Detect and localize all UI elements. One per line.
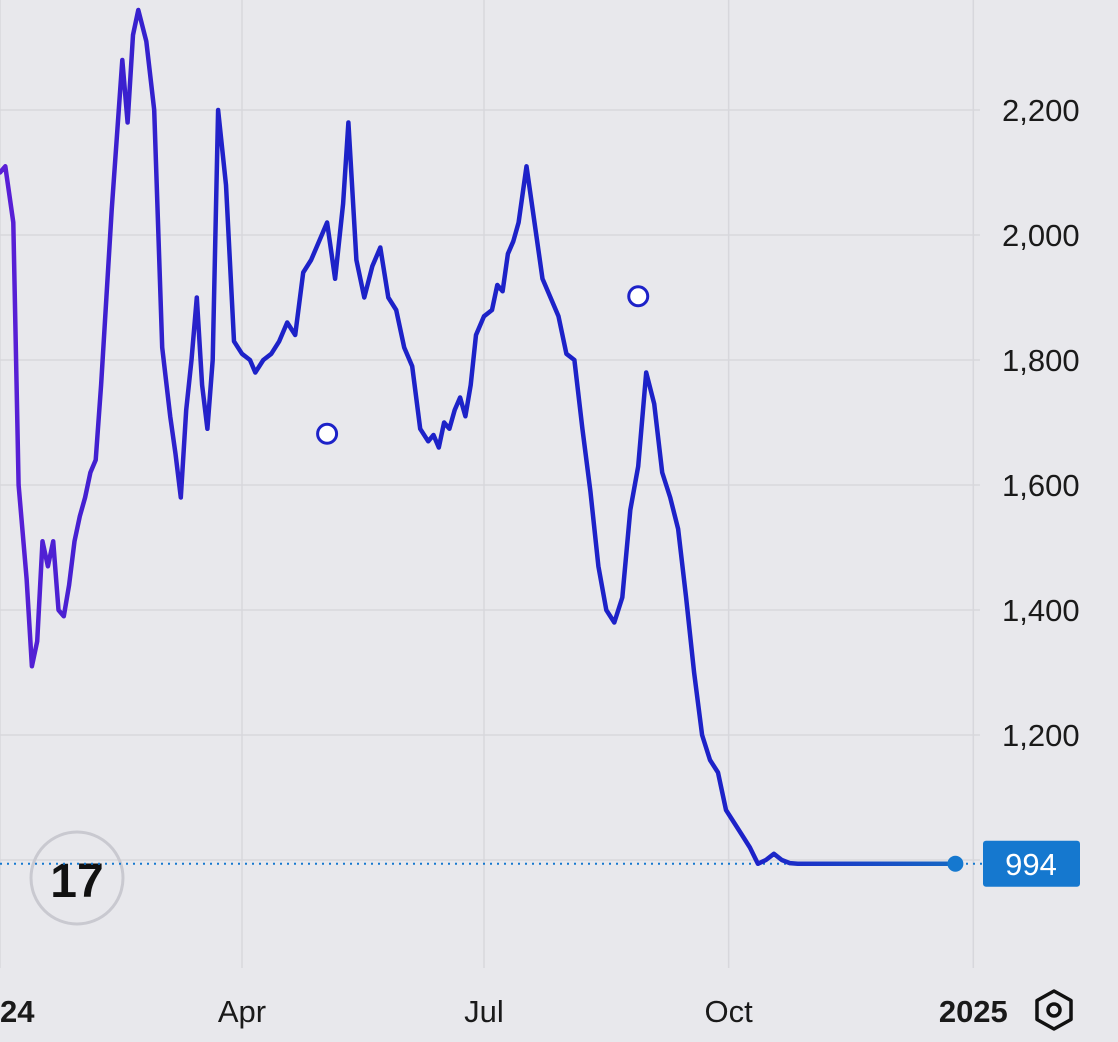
price-badge-label: 994 xyxy=(1005,847,1057,882)
x-tick-label: Jul xyxy=(464,994,504,1029)
event-marker xyxy=(627,285,650,308)
event-marker xyxy=(316,422,339,445)
settings-hexagon-icon[interactable] xyxy=(1035,989,1073,1031)
y-tick-label: 2,000 xyxy=(1002,218,1080,253)
y-tick-label: 1,200 xyxy=(1002,718,1080,753)
tradingview-logo[interactable]: 17 xyxy=(29,830,125,926)
x-tick-label: Apr xyxy=(218,994,266,1029)
x-tick-label: 2025 xyxy=(939,994,1008,1029)
y-tick-label: 1,600 xyxy=(1002,468,1080,503)
y-tick-label: 1,800 xyxy=(1002,343,1080,378)
event-markers xyxy=(316,285,650,445)
price-badge: 994 xyxy=(983,840,1080,887)
x-axis: 2024 Apr Jul Oct 2025 xyxy=(0,994,1008,1029)
y-tick-label: 2,400 xyxy=(1002,0,1080,3)
price-badge-box xyxy=(983,840,1080,887)
y-tick-label: 1,400 xyxy=(1002,593,1080,628)
series xyxy=(0,7,964,872)
last-price-dot xyxy=(947,855,964,872)
grid xyxy=(0,0,980,968)
price-line xyxy=(0,7,952,867)
y-tick-label: 2,200 xyxy=(1002,93,1080,128)
x-tick-label: Oct xyxy=(705,994,754,1029)
x-tick-label: 2024 xyxy=(0,994,35,1029)
